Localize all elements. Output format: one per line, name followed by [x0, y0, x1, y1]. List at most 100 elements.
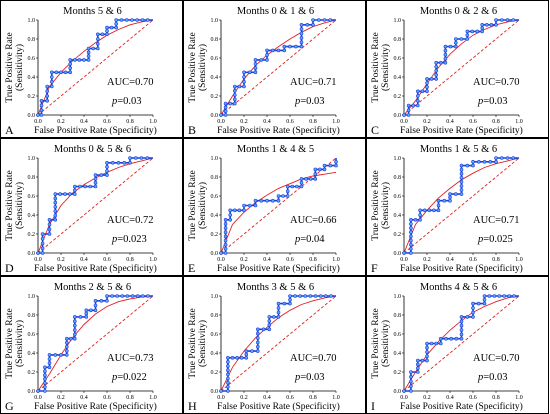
empirical-roc-point	[226, 364, 230, 368]
empirical-roc-point	[267, 323, 272, 327]
empirical-roc-point	[43, 381, 47, 385]
empirical-roc-point	[116, 160, 121, 165]
empirical-roc-point	[49, 70, 54, 75]
p-value-label: p=0.023	[111, 234, 147, 245]
empirical-roc-point	[43, 377, 47, 381]
empirical-roc-point	[308, 177, 313, 181]
empirical-roc-point	[299, 180, 304, 185]
empirical-roc-point	[311, 22, 315, 27]
empirical-roc-point	[93, 180, 98, 185]
x-tick-label: 1.0	[332, 257, 340, 263]
empirical-roc-point	[54, 70, 59, 75]
empirical-roc-point	[420, 358, 425, 363]
x-tick-label: 0.6	[103, 395, 111, 401]
empirical-roc-point	[36, 251, 40, 255]
empirical-roc-point	[53, 218, 58, 222]
empirical-roc-point	[141, 294, 145, 298]
empirical-roc-point	[68, 62, 72, 66]
y-tick-label: 0.0	[28, 389, 36, 395]
y-tick-label: 0.6	[394, 194, 402, 200]
y-tick-label: 0.0	[28, 251, 36, 257]
x-tick-label: 1.0	[149, 395, 157, 401]
y-tick-label: 0.4	[394, 351, 402, 357]
empirical-roc-point	[219, 389, 223, 393]
empirical-roc-point	[459, 171, 464, 176]
fitted-roc-curve	[220, 171, 337, 254]
empirical-roc-point	[418, 208, 422, 213]
empirical-roc-point	[500, 156, 504, 160]
empirical-roc-point	[120, 294, 125, 298]
x-tick-label: 0.6	[103, 257, 111, 263]
empirical-roc-point	[282, 48, 287, 53]
empirical-roc-point	[135, 18, 139, 22]
empirical-roc-point	[53, 205, 58, 209]
panel-letter: H	[188, 399, 197, 413]
empirical-roc-point	[253, 198, 258, 203]
empirical-roc-point	[409, 230, 413, 234]
empirical-roc-point	[99, 298, 104, 303]
empirical-roc-point	[465, 33, 470, 38]
empirical-roc-point	[36, 113, 40, 117]
empirical-roc-point	[448, 198, 452, 203]
empirical-roc-point	[226, 380, 230, 385]
empirical-roc-point	[443, 52, 448, 57]
empirical-roc-point	[324, 294, 328, 298]
empirical-roc-point	[454, 44, 458, 49]
empirical-roc-point	[73, 188, 77, 193]
empirical-roc-point	[295, 184, 299, 189]
x-tick-label: 0.8	[492, 119, 500, 125]
empirical-roc-point	[511, 18, 516, 22]
auc-label: AUC=0.70	[290, 353, 336, 364]
empirical-roc-point	[313, 167, 318, 172]
empirical-roc-point	[494, 18, 498, 22]
panel-letter: E	[188, 261, 195, 275]
empirical-roc-point	[298, 294, 302, 298]
empirical-roc-point	[242, 80, 246, 84]
empirical-roc-point	[228, 208, 233, 213]
empirical-roc-point	[250, 349, 254, 353]
panel-title: Months 1 & 5 & 6	[420, 144, 497, 155]
y-tick-label: 0.6	[28, 332, 36, 338]
empirical-roc-point	[223, 218, 228, 222]
empirical-roc-point	[256, 349, 260, 353]
empirical-roc-point	[285, 184, 290, 189]
empirical-roc-point	[232, 89, 237, 93]
y-tick-label: 0.4	[211, 75, 219, 81]
x-tick-label: 0.4	[80, 119, 88, 125]
roc-chart-svg: Months 3 & 5 & 6 0.0 0.2 0.4 0.6 0.8 1.0 0.0 0.2…	[188, 282, 340, 413]
empirical-roc-point	[239, 356, 244, 360]
empirical-roc-point	[480, 29, 484, 34]
y-tick-label: 1.0	[28, 156, 36, 162]
empirical-roc-point	[442, 198, 447, 203]
empirical-roc-point	[73, 332, 77, 337]
empirical-roc-point	[96, 37, 100, 41]
empirical-roc-point	[465, 163, 470, 168]
empirical-roc-point	[429, 341, 434, 346]
empirical-roc-point	[115, 294, 119, 298]
y-tick-label: 0.0	[394, 389, 402, 395]
empirical-roc-point	[223, 251, 228, 255]
empirical-roc-point	[459, 328, 464, 332]
empirical-roc-point	[267, 327, 272, 332]
empirical-roc-point	[293, 294, 297, 298]
empirical-roc-point	[411, 103, 416, 108]
roc-panel-e: Months 1 & 4 & 5 0.0 0.2 0.4 0.6 0.8 1.0 0.0 0.2…	[183, 138, 366, 276]
empirical-roc-point	[406, 108, 411, 113]
y-tick-label: 0.6	[394, 332, 402, 338]
empirical-roc-point	[271, 198, 275, 203]
empirical-roc-point	[43, 373, 47, 377]
x-tick-label: 0.0	[400, 119, 408, 125]
x-tick-label: 0.2	[57, 119, 65, 125]
empirical-roc-point	[288, 297, 292, 302]
empirical-roc-point	[242, 203, 246, 208]
empirical-roc-point	[406, 113, 411, 117]
empirical-roc-point	[313, 294, 318, 298]
roc-panel-i: Months 4 & 5 & 6 0.0 0.2 0.4 0.6 0.8 1.0 0.0 0.2…	[366, 276, 549, 414]
empirical-roc-point	[409, 242, 413, 247]
empirical-roc-point	[232, 101, 237, 106]
empirical-roc-point	[93, 177, 98, 181]
empirical-roc-point	[226, 360, 230, 364]
empirical-roc-point	[105, 32, 109, 37]
empirical-roc-point	[328, 163, 333, 168]
empirical-roc-point	[425, 346, 429, 350]
